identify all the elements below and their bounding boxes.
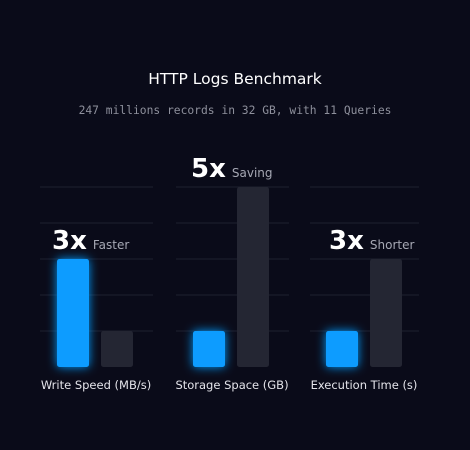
multiplier-annotation: 3x Shorter	[329, 226, 414, 256]
axis-label: Execution Time (s)	[311, 378, 418, 392]
chart-subtitle: 247 millions records in 32 GB, with 11 Q…	[78, 104, 392, 117]
chart-panel-3: 3x Shorter Execution Time (s)	[310, 186, 419, 392]
chart-panel-1: 3x Faster Write Speed (MB/s)	[40, 186, 153, 392]
multiplier-annotation: 5x Saving	[191, 154, 273, 184]
multiplier-annotation: 3x Faster	[52, 226, 129, 256]
highlight-bar	[57, 259, 89, 367]
axis-label: Write Speed (MB/s)	[41, 378, 151, 392]
highlight-bar	[326, 331, 358, 367]
chart-title: HTTP Logs Benchmark	[148, 70, 322, 88]
comparison-bar	[237, 187, 269, 367]
comparison-bar	[370, 259, 402, 367]
highlight-bar	[193, 331, 225, 367]
multiplier-value: 3x	[52, 226, 87, 256]
multiplier-text: Shorter	[370, 238, 415, 252]
chart-panel-2: 5x Saving Storage Space (GB)	[175, 154, 289, 392]
multiplier-text: Faster	[93, 238, 129, 252]
comparison-bar	[101, 331, 133, 367]
multiplier-value: 5x	[191, 154, 226, 184]
axis-label: Storage Space (GB)	[175, 378, 288, 392]
multiplier-text: Saving	[232, 166, 273, 180]
multiplier-value: 3x	[329, 226, 364, 256]
